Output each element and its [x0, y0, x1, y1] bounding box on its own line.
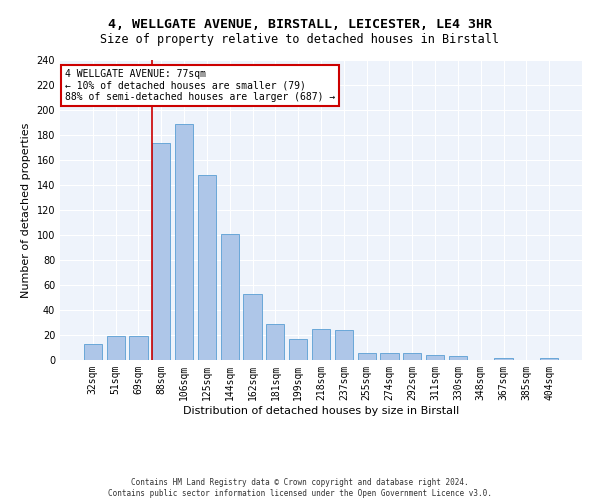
Bar: [84, 344, 102, 360]
Bar: [221, 234, 239, 360]
Bar: [449, 356, 467, 360]
Bar: [335, 330, 353, 360]
Bar: [130, 336, 148, 360]
Bar: [198, 175, 216, 360]
Bar: [152, 142, 170, 360]
Bar: [289, 339, 307, 360]
Bar: [358, 352, 376, 360]
Text: 4, WELLGATE AVENUE, BIRSTALL, LEICESTER, LE4 3HR: 4, WELLGATE AVENUE, BIRSTALL, LEICESTER,…: [108, 18, 492, 30]
Bar: [312, 329, 330, 360]
Bar: [175, 124, 193, 360]
Text: 4 WELLGATE AVENUE: 77sqm
← 10% of detached houses are smaller (79)
88% of semi-d: 4 WELLGATE AVENUE: 77sqm ← 10% of detach…: [65, 69, 335, 102]
Y-axis label: Number of detached properties: Number of detached properties: [21, 122, 31, 298]
Bar: [266, 324, 284, 360]
Bar: [107, 336, 125, 360]
Bar: [380, 352, 398, 360]
Text: Size of property relative to detached houses in Birstall: Size of property relative to detached ho…: [101, 32, 499, 46]
Bar: [403, 352, 421, 360]
Bar: [244, 294, 262, 360]
Bar: [426, 355, 444, 360]
Text: Contains HM Land Registry data © Crown copyright and database right 2024.
Contai: Contains HM Land Registry data © Crown c…: [108, 478, 492, 498]
Bar: [494, 358, 512, 360]
X-axis label: Distribution of detached houses by size in Birstall: Distribution of detached houses by size …: [183, 406, 459, 415]
Bar: [540, 358, 558, 360]
